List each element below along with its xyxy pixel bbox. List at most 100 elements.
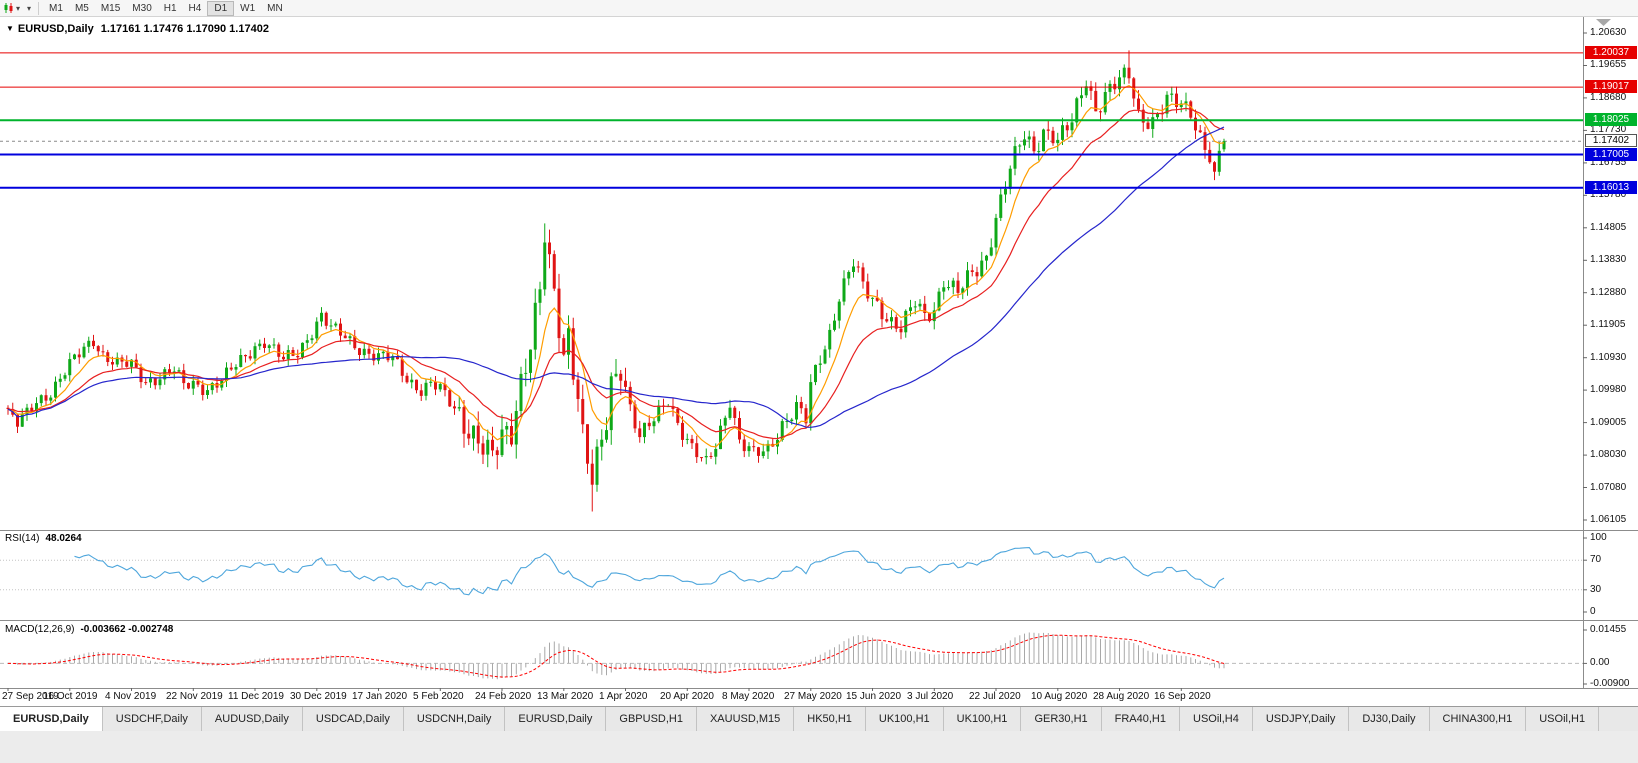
price-axis-label: 1.08030 bbox=[1590, 449, 1627, 460]
timeframe-button-h4[interactable]: H4 bbox=[188, 2, 202, 14]
time-axis-label: 3 Jul 2020 bbox=[907, 691, 954, 702]
chart-tab-8-xauusd-m15[interactable]: XAUUSD,M15 bbox=[696, 707, 795, 731]
chart-tab-2-usdchf-daily[interactable]: USDCHF,Daily bbox=[102, 707, 202, 731]
chart-tab-11-uk100-h1[interactable]: UK100,H1 bbox=[943, 707, 1022, 731]
rsi-axis-label: 100 bbox=[1590, 532, 1607, 543]
macd-signal-line bbox=[8, 634, 1225, 678]
chart-tab-16-dj30-daily[interactable]: DJ30,Daily bbox=[1349, 707, 1430, 731]
chart-toolbar: ▾ ▾ M1 M5 M15 M30 H1 H4 D1 W1 MN bbox=[0, 0, 1638, 17]
chart-tab-13-fra40-h1[interactable]: FRA40,H1 bbox=[1101, 707, 1180, 731]
chart-tab-4-usdcad-daily[interactable]: USDCAD,Daily bbox=[302, 707, 404, 731]
rsi-name: RSI(14) bbox=[5, 533, 40, 544]
chart-tab-3-audusd-daily[interactable]: AUDUSD,Daily bbox=[201, 707, 303, 731]
price-level-label: 1.17005 bbox=[1585, 148, 1637, 161]
chart-tab-18-usoil-h1[interactable]: USOil,H1 bbox=[1526, 707, 1600, 731]
macd-values: -0.003662 -0.002748 bbox=[80, 624, 174, 635]
time-axis-label: 8 May 2020 bbox=[722, 691, 775, 702]
time-axis-label: 24 Feb 2020 bbox=[475, 691, 532, 702]
price-axis-label: 1.12880 bbox=[1590, 287, 1627, 298]
chart-ohlc-values: 1.17161 1.17476 1.17090 1.17402 bbox=[100, 23, 269, 35]
rsi-line bbox=[74, 547, 1225, 596]
symbol-marker-icon: ▼ bbox=[6, 24, 14, 33]
price-level-label: 1.20037 bbox=[1585, 46, 1637, 59]
price-axis-label: 1.19655 bbox=[1590, 59, 1627, 70]
chart-tab-17-china300-h1[interactable]: CHINA300,H1 bbox=[1429, 707, 1527, 731]
time-axis-label: 27 Sep 2019 bbox=[2, 691, 59, 702]
chart-tab-12-ger30-h1[interactable]: GER30,H1 bbox=[1021, 707, 1102, 731]
status-bar bbox=[0, 731, 1638, 763]
current-price-label: 1.17402 bbox=[1585, 134, 1637, 147]
chart-tab-1-eurusd-daily[interactable]: EURUSD,Daily bbox=[0, 707, 103, 731]
price-axis-label: 1.16755 bbox=[1590, 157, 1627, 168]
price-axis-label: 1.09005 bbox=[1590, 417, 1627, 428]
time-axis-label: 30 Dec 2019 bbox=[290, 691, 347, 702]
time-axis-label: 10 Aug 2020 bbox=[1031, 691, 1088, 702]
chart-shift-marker[interactable] bbox=[1596, 19, 1611, 26]
timeframe-button-m15[interactable]: M15 bbox=[100, 2, 121, 14]
time-axis-label: 17 Jan 2020 bbox=[352, 691, 408, 702]
time-axis-label: 13 Mar 2020 bbox=[537, 691, 594, 702]
rsi-axis-label: 30 bbox=[1590, 584, 1602, 595]
price-level-label: 1.19017 bbox=[1585, 80, 1637, 93]
time-axis-label: 15 Jun 2020 bbox=[846, 691, 902, 702]
timeframe-button-group: M1 M5 M15 M30 H1 H4 D1 W1 MN bbox=[43, 0, 289, 16]
time-axis-label: 11 Dec 2019 bbox=[228, 691, 284, 702]
price-axis-label: 1.10930 bbox=[1590, 352, 1627, 363]
time-axis-label: 4 Nov 2019 bbox=[105, 691, 157, 702]
price-axis-label: 1.06105 bbox=[1590, 514, 1627, 525]
price-axis-label: 1.11905 bbox=[1590, 319, 1626, 330]
time-axis-label: 5 Feb 2020 bbox=[413, 691, 464, 702]
timeframe-button-m30[interactable]: M30 bbox=[132, 2, 152, 14]
rsi-value: 48.0264 bbox=[45, 533, 82, 544]
chart-tab-6-eurusd-daily[interactable]: EURUSD,Daily bbox=[505, 707, 607, 731]
macd-axis-label: 0.00 bbox=[1590, 657, 1610, 668]
time-axis-label: 28 Aug 2020 bbox=[1093, 691, 1150, 702]
candlestick-series bbox=[6, 50, 1226, 512]
timeframe-button-m1[interactable]: M1 bbox=[49, 2, 63, 14]
time-axis-label: 16 Oct 2019 bbox=[43, 691, 98, 702]
rsi-axis-label: 0 bbox=[1590, 606, 1596, 617]
chart-options-button[interactable]: ▾ bbox=[23, 1, 34, 16]
timeframe-button-w1[interactable]: W1 bbox=[240, 2, 256, 14]
chart-symbol-label: EURUSD,Daily bbox=[17, 23, 94, 35]
macd-histogram bbox=[12, 632, 1225, 680]
fast-ma-line bbox=[7, 85, 1225, 448]
price-axis-label: 1.20630 bbox=[1590, 27, 1627, 38]
chart-tab-bar: EURUSD,Daily USDCHF,Daily AUDUSD,Daily USDC… bbox=[0, 706, 1638, 731]
chart-tab-15-usdjpy-daily[interactable]: USDJPY,Daily bbox=[1252, 707, 1350, 731]
chart-tab-5-usdcnh-daily[interactable]: USDCNH,Daily bbox=[403, 707, 506, 731]
macd-name: MACD(12,26,9) bbox=[5, 624, 75, 635]
timeframe-button-d1[interactable]: D1 bbox=[207, 0, 235, 16]
chart-tab-10-uk100-h1[interactable]: UK100,H1 bbox=[865, 707, 944, 731]
price-axis-label: 1.13830 bbox=[1590, 254, 1627, 265]
time-axis-label: 16 Sep 2020 bbox=[1154, 691, 1211, 702]
chart-type-button[interactable]: ▾ bbox=[0, 1, 23, 16]
price-axis-label: 1.07080 bbox=[1590, 482, 1627, 493]
chart-ohlc-title: ▼ EURUSD,Daily 1.17161 1.17476 1.17090 1.1… bbox=[6, 23, 269, 35]
time-axis-label: 1 Apr 2020 bbox=[599, 691, 648, 702]
medium-ma-line bbox=[7, 107, 1225, 440]
chevron-down-icon: ▾ bbox=[16, 3, 21, 13]
price-axis-label: 1.17730 bbox=[1590, 124, 1627, 135]
chart-tab-7-gbpusd-h1[interactable]: GBPUSD,H1 bbox=[606, 707, 697, 731]
timeframe-button-mn[interactable]: MN bbox=[267, 2, 283, 14]
rsi-indicator-label: RSI(14) 48.0264 bbox=[5, 533, 82, 544]
chart-tab-14-usoil-h4[interactable]: USOil,H4 bbox=[1180, 707, 1253, 731]
price-axis-label: 1.09980 bbox=[1590, 384, 1627, 395]
time-axis-label: 20 Apr 2020 bbox=[660, 691, 714, 702]
candlestick-chart-icon bbox=[4, 3, 13, 13]
macd-axis-label: -0.00900 bbox=[1590, 678, 1630, 689]
chevron-down-icon: ▾ bbox=[27, 3, 32, 13]
chart-tab-9-hk50-h1[interactable]: HK50,H1 bbox=[794, 707, 866, 731]
price-level-label: 1.18025 bbox=[1585, 113, 1637, 126]
timeframe-button-h1[interactable]: H1 bbox=[163, 2, 177, 14]
slow-ma-line bbox=[7, 126, 1225, 428]
time-axis-label: 22 Nov 2019 bbox=[166, 691, 223, 702]
price-axis-label: 1.18680 bbox=[1590, 92, 1627, 103]
price-level-label: 1.16013 bbox=[1585, 181, 1637, 194]
price-axis-label: 1.15780 bbox=[1590, 189, 1627, 200]
timeframe-button-m5[interactable]: M5 bbox=[74, 2, 89, 14]
